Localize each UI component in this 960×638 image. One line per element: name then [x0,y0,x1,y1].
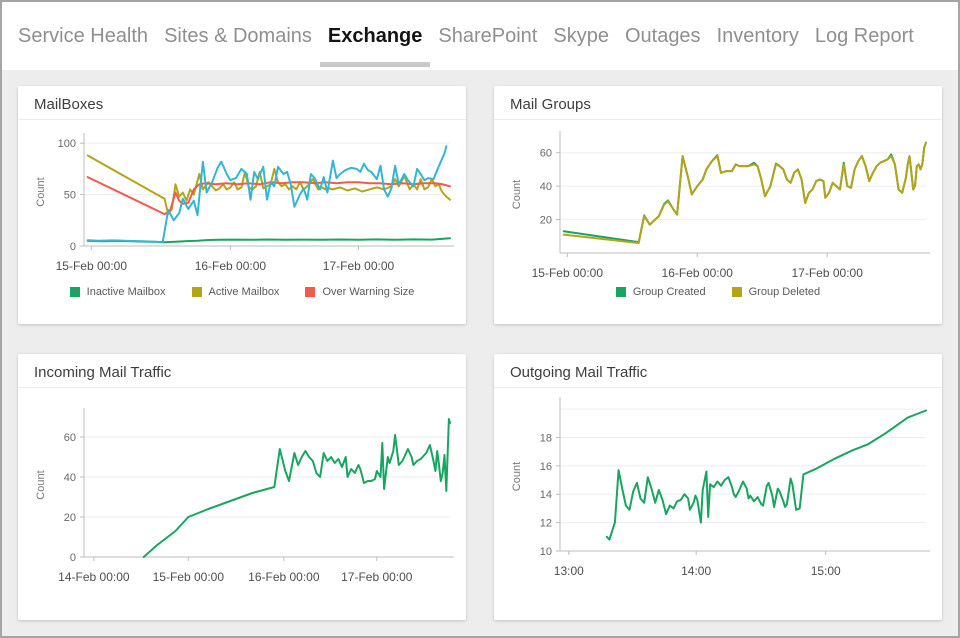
x-tick-label: 13:00 [554,564,584,578]
x-tick-label: 17-Feb 00:00 [791,266,863,280]
series-line-outgoing-mail-traffic [605,409,927,541]
y-axis-label: Count [35,177,47,206]
series-line-group-created [562,141,927,244]
chart-area: 10 12 14 16 18 13:00 14:00 15:00 Count [494,388,942,620]
chart-panel-incoming-mail-traffic: Incoming Mail Traffic 0 20 40 60 14-Feb 00:0… [18,354,466,620]
legend-swatch-icon [305,287,316,297]
legend-item-over-warning-size[interactable]: Over Warning Size [305,286,414,298]
y-axis-label: Count [511,180,523,209]
y-tick-label: 10 [540,546,552,558]
chart-title: MailBoxes [18,86,466,120]
legend-swatch-icon [731,287,742,297]
chart-panel-mailboxes: MailBoxes 0 50 100 15-Feb 00:00 16-Feb 00:00… [18,86,466,324]
tab-exchange[interactable]: Exchange [319,2,431,70]
y-tick-label: 20 [64,512,76,524]
axes [80,408,454,561]
x-tick-label: 16-Feb 00:00 [662,266,734,280]
axes [556,131,930,257]
y-tick-label: 0 [70,241,76,253]
tab-outages[interactable]: Outages [624,24,701,47]
y-tick-label: 18 [540,432,552,444]
legend-label: Over Warning Size [322,286,415,298]
legend-swatch-icon [615,287,626,297]
chart-incoming-mail-traffic: 0 20 40 60 14-Feb 00:00 15-Feb 00:00 16-Feb 00… [35,408,454,584]
chart-area: 20 40 60 15-Feb 00:00 16-Feb 00:00 17-Feb 00:… [494,120,942,324]
y-tick-label: 60 [64,432,76,444]
x-tick-label: 15-Feb 00:00 [532,266,604,280]
chart-legend: Inactive Mailbox Active Mailbox Over Warni… [18,286,466,298]
chart-legend: Group Created Group Deleted [494,286,942,298]
tab-log-report[interactable]: Log Report [814,24,914,47]
y-axis-label: Count [35,470,47,499]
chart-title: Mail Groups [494,86,942,120]
chart-area: 0 20 40 60 14-Feb 00:00 15-Feb 00:00 16-Feb 00… [18,388,466,620]
tab-service-health[interactable]: Service Health [18,24,149,47]
y-tick-label: 0 [70,552,76,564]
chart-area: 0 50 100 15-Feb 00:00 16-Feb 00:00 17-Feb 00:… [18,120,466,324]
x-tick-label: 15:00 [811,564,841,578]
y-tick-label: 14 [540,489,552,501]
series-line-incoming-mail-traffic [142,418,451,558]
x-tick-label: 15-Feb 00:00 [56,259,128,273]
y-tick-label: 60 [540,148,552,160]
chart-panel-outgoing-mail-traffic: Outgoing Mail Traffic 10 12 14 16 18 13:00 14:… [494,354,942,620]
y-tick-label: 40 [64,472,76,484]
series-line-unlabeled [86,145,448,244]
chart-title: Outgoing Mail Traffic [494,354,942,388]
axes [556,397,930,555]
y-tick-label: 40 [540,181,552,193]
x-tick-label: 15-Feb 00:00 [153,570,225,584]
legend-item-inactive-mailbox[interactable]: Inactive Mailbox [69,286,166,298]
chart-outgoing-mail-traffic: 10 12 14 16 18 13:00 14:00 15:00 Count [511,397,930,578]
tab-sharepoint[interactable]: SharePoint [438,24,538,47]
tab-skype[interactable]: Skype [553,24,609,47]
y-axis-label: Count [511,462,523,491]
dashboard-content: MailBoxes 0 50 100 15-Feb 00:00 16-Feb 00:00… [2,70,958,636]
chart-mailboxes: 0 50 100 15-Feb 00:00 16-Feb 00:00 17-Feb 00:… [35,133,454,273]
legend-swatch-icon [191,287,202,297]
x-tick-label: 17-Feb 00:00 [323,259,395,273]
axes [80,133,454,250]
y-tick-label: 100 [58,138,76,150]
legend-label: Active Mailbox [208,286,280,298]
x-tick-label: 17-Feb 00:00 [341,570,413,584]
legend-label: Inactive Mailbox [86,286,166,298]
tab-bar: Service Health Sites & Domains Exchange Sha… [2,2,958,70]
y-tick-label: 12 [540,518,552,530]
gridlines [84,436,450,518]
legend-item-group-deleted[interactable]: Group Deleted [731,286,821,298]
tab-inventory[interactable]: Inventory [716,24,799,47]
legend-item-group-created[interactable]: Group Created [615,286,706,298]
y-tick-label: 50 [64,190,76,202]
y-tick-label: 20 [540,215,552,227]
chart-mail-groups: 20 40 60 15-Feb 00:00 16-Feb 00:00 17-Feb 00:… [511,131,930,280]
x-tick-label: 14-Feb 00:00 [58,570,130,584]
series-line-group-deleted [562,141,927,244]
x-tick-label: 16-Feb 00:00 [195,259,267,273]
x-tick-label: 16-Feb 00:00 [248,570,320,584]
legend-label: Group Deleted [748,286,821,298]
chart-title: Incoming Mail Traffic [18,354,466,388]
x-tick-label: 14:00 [681,564,711,578]
gridlines [560,152,926,221]
legend-swatch-icon [69,287,80,297]
legend-label: Group Created [632,286,706,298]
y-tick-label: 16 [540,461,552,473]
gridlines [560,408,926,524]
tab-sites-domains[interactable]: Sites & Domains [164,24,312,47]
legend-item-active-mailbox[interactable]: Active Mailbox [191,286,280,298]
chart-panel-mail-groups: Mail Groups 20 40 60 15-Feb 00:00 16-Feb 00:… [494,86,942,324]
